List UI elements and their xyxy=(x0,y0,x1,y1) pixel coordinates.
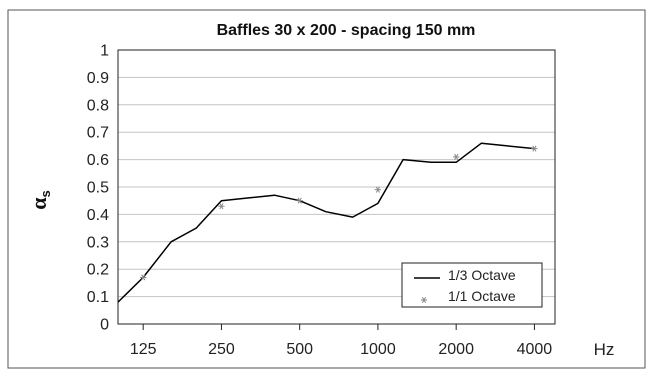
chart-title: Baffles 30 x 200 - spacing 150 mm xyxy=(217,22,476,39)
y-tick-label: 0.8 xyxy=(87,97,109,114)
y-axis-label-symbol: α xyxy=(26,197,51,210)
data-point-octave xyxy=(139,274,147,281)
y-tick-label: 0.4 xyxy=(87,207,109,224)
y-tick-label: 0.5 xyxy=(87,180,109,197)
y-tick-label: 0.6 xyxy=(87,152,109,169)
y-tick-label: 0.7 xyxy=(87,125,109,142)
x-axis-label: Hz xyxy=(594,340,615,359)
y-axis-label: αs xyxy=(26,190,53,210)
series-line-third-octave xyxy=(117,142,535,303)
x-tick-label: 2000 xyxy=(438,341,474,358)
plot-area xyxy=(117,49,556,325)
y-tick-label: 0.1 xyxy=(87,289,109,306)
legend: 1/3 Octave 1/1 Octave xyxy=(401,262,543,308)
x-tick-label: 500 xyxy=(286,341,313,358)
x-tick-labels: 125 250 500 1000 2000 4000 xyxy=(130,341,552,358)
y-tick-labels: 0 0.1 0.2 0.3 0.4 0.5 0.6 0.7 0.8 0.9 1 xyxy=(87,43,109,334)
data-point-octave xyxy=(531,145,538,152)
y-tick-label: 0 xyxy=(100,317,109,334)
y-tick-label: 0.2 xyxy=(87,262,109,279)
chart-frame xyxy=(7,9,646,369)
legend-label-third-octave: 1/3 Octave xyxy=(448,267,516,283)
svg-text:αs: αs xyxy=(26,190,53,210)
x-tick-label: 250 xyxy=(208,341,235,358)
data-point-octave xyxy=(453,153,460,160)
data-point-octave xyxy=(374,186,382,193)
x-tick-label: 1000 xyxy=(360,341,396,358)
y-tick-label: 1 xyxy=(100,43,109,60)
x-tick-label: 125 xyxy=(130,341,157,358)
y-tick-label: 0.3 xyxy=(87,234,109,251)
series-layer xyxy=(117,142,538,303)
y-tick-label: 0.9 xyxy=(87,70,109,87)
y-axis-label-subscript: s xyxy=(38,190,53,197)
x-tick-label: 4000 xyxy=(517,341,553,358)
data-point-octave xyxy=(218,203,225,210)
data-point-octave xyxy=(296,197,303,204)
legend-marker-swatch xyxy=(420,296,428,304)
x-ticks xyxy=(142,324,535,330)
legend-label-octave: 1/1 Octave xyxy=(448,288,516,304)
